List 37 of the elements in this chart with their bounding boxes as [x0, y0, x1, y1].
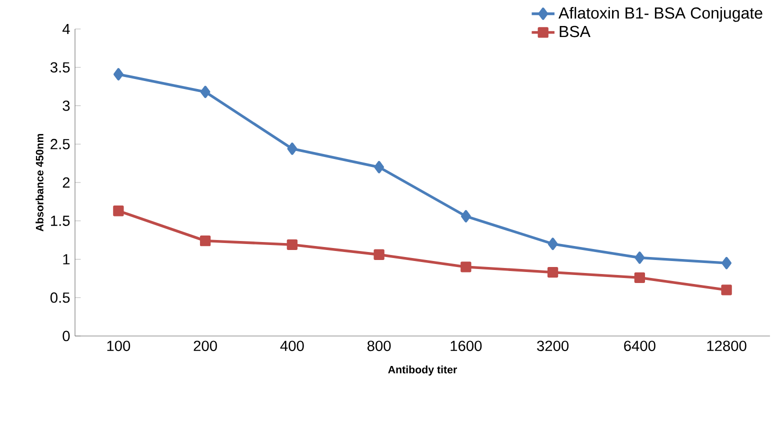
x-tick-label: 200 — [194, 340, 217, 352]
point — [721, 284, 732, 296]
point — [374, 161, 384, 174]
y-axis-title: Absorbance 450nm — [36, 134, 44, 232]
legend-label: BSA — [560, 26, 590, 38]
point — [287, 142, 298, 155]
x-tick-label: 800 — [367, 340, 391, 352]
point — [634, 272, 646, 283]
y-tick-label: 0 — [62, 330, 70, 342]
point — [200, 235, 211, 246]
x-tick-label: 3200 — [537, 340, 569, 352]
x-tick-label: 1600 — [450, 340, 482, 352]
x-tick-label: 100 — [107, 340, 130, 352]
point — [548, 238, 558, 250]
point — [113, 206, 124, 216]
point — [547, 266, 558, 278]
x-tick-label: 12800 — [707, 340, 746, 352]
point — [200, 86, 210, 98]
x-tick-label: 6400 — [624, 340, 656, 352]
y-tick-label: 1.5 — [51, 216, 70, 226]
y-tick-label: 2 — [62, 177, 70, 188]
point — [722, 256, 732, 270]
point — [460, 262, 472, 272]
x-axis-title: Antibody titer — [388, 366, 457, 376]
y-tick-label: 4 — [62, 24, 70, 34]
y-tick-label: 3.5 — [50, 62, 70, 73]
y-tick-label: 2.5 — [50, 138, 70, 150]
x-tick-label: 400 — [280, 340, 304, 352]
point — [634, 252, 645, 264]
point — [286, 239, 298, 250]
legend-label: Aflatoxin B1- BSA Conjugate — [558, 6, 762, 22]
point — [460, 210, 471, 222]
y-tick-label: 3 — [62, 100, 70, 111]
point — [374, 249, 384, 260]
point — [114, 68, 124, 80]
y-tick-label: 1 — [63, 254, 70, 264]
y-tick-label: 0.5 — [50, 292, 70, 303]
